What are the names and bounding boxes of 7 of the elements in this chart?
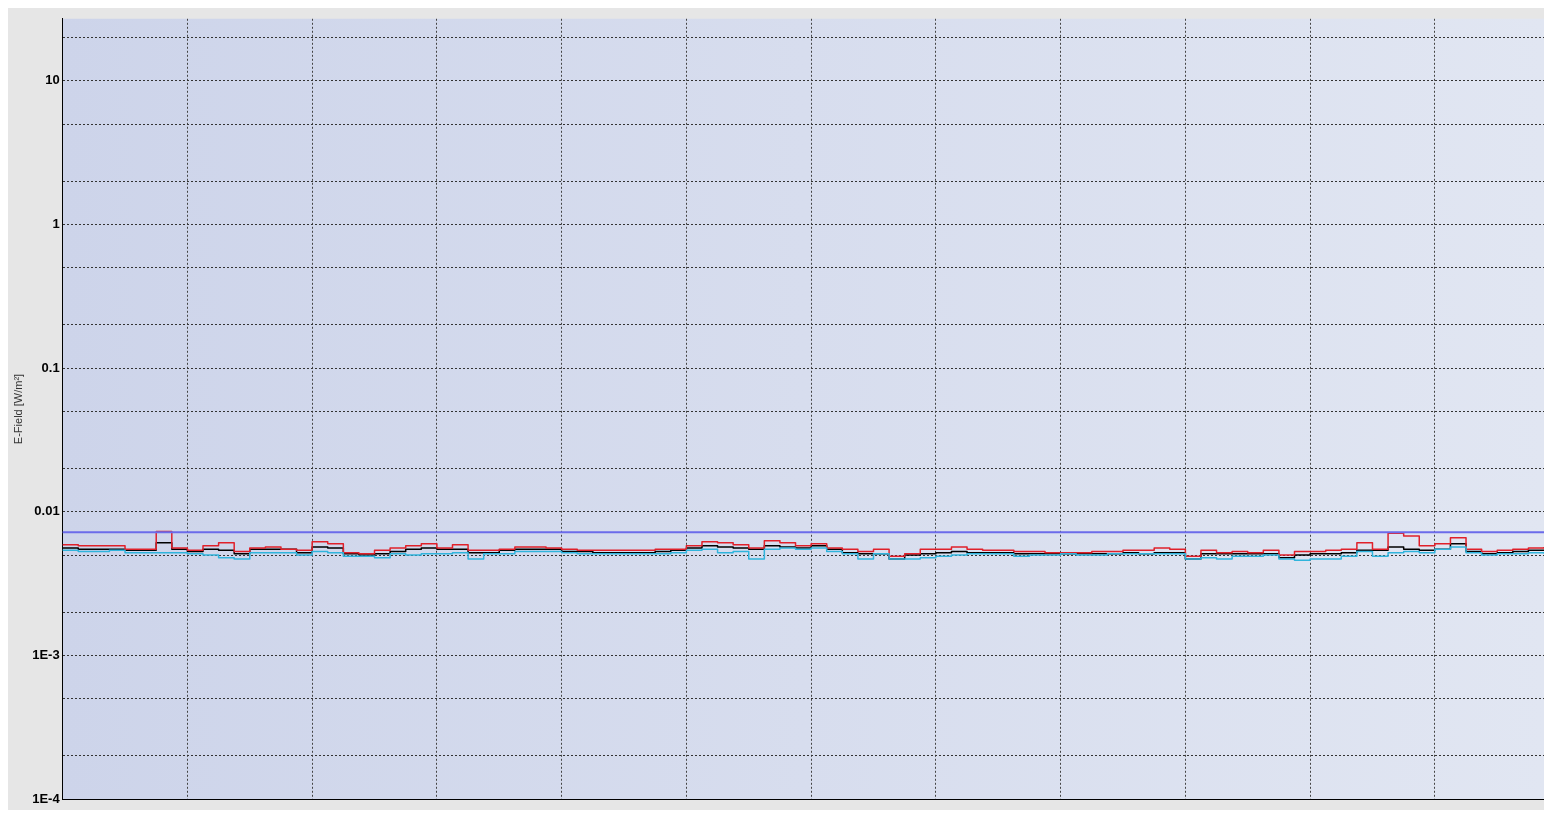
y-axis-title: E-Field [W/m²] — [11, 373, 24, 445]
y-tick-label: 1E-3 — [32, 647, 60, 663]
y-tick-label: 0.01 — [34, 503, 60, 519]
y-tick-label: 1 — [52, 216, 60, 232]
y-tick-label: 10 — [45, 72, 60, 88]
y-tick-label: 0.1 — [41, 359, 60, 375]
y-tick-label: 1E-4 — [32, 790, 61, 806]
